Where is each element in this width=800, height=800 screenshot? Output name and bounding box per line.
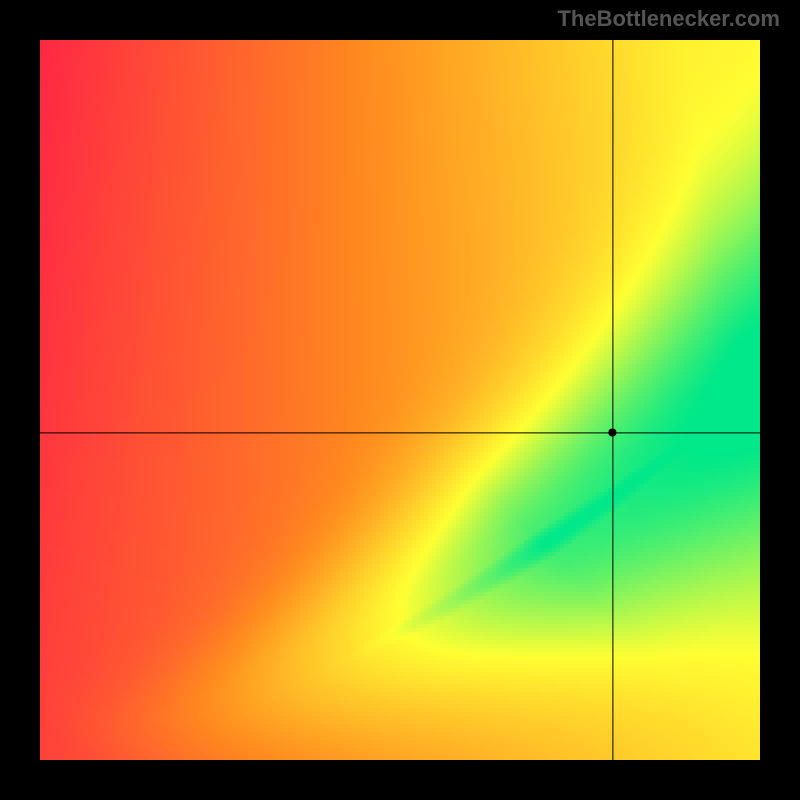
watermark-text: TheBottlenecker.com xyxy=(557,6,780,32)
heatmap-canvas xyxy=(40,40,760,760)
heatmap-plot xyxy=(40,40,760,760)
chart-container: TheBottlenecker.com xyxy=(0,0,800,800)
